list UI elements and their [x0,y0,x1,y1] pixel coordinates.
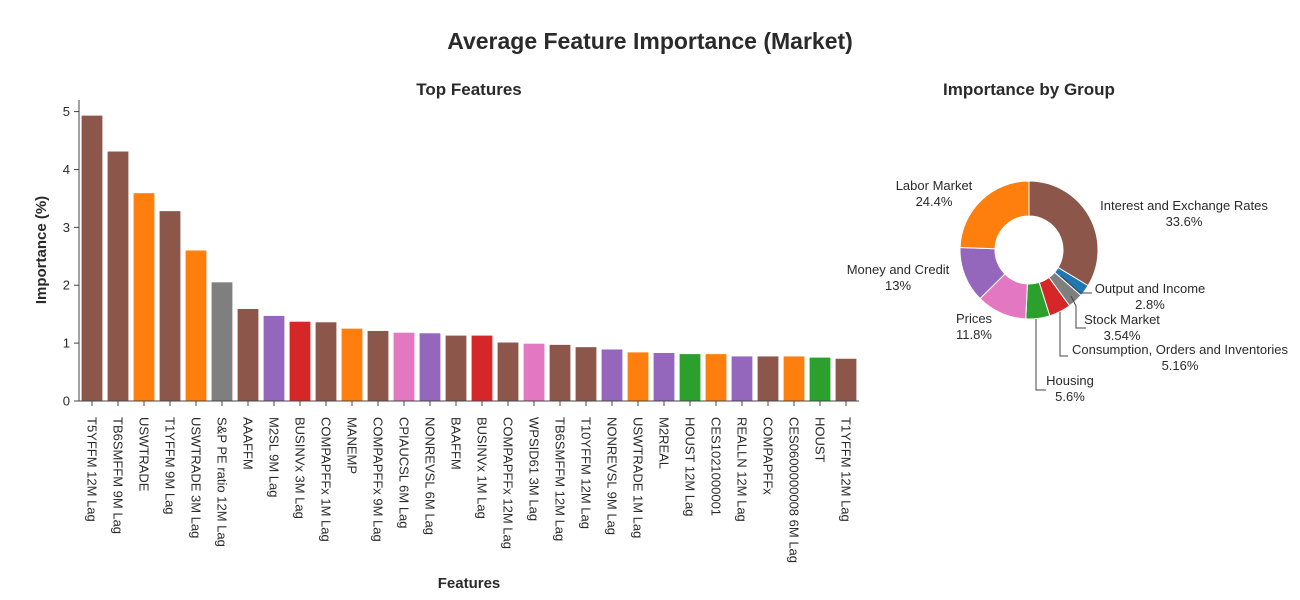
y-tick-label: 3 [63,220,70,235]
bar-compapffx-9m-lag[interactable] [367,330,389,401]
donut-leader-line [1035,319,1046,391]
donut-label-prices: Prices [956,311,993,326]
bar-tb6smffm-9m-lag[interactable] [107,151,129,401]
donut-chart-panel: Importance by Group Interest and Exchang… [847,80,1289,404]
x-tick-label: COMPAPFFx 1M Lag [319,417,334,542]
donut-slice-labor-market[interactable] [959,180,1030,250]
x-tick-label: NONREVSL 9M Lag [605,417,620,535]
x-tick-label: M2SL 9M Lag [267,417,282,497]
x-tick-label: WPSID61 3M Lag [527,417,542,521]
donut-percent-money-and-credit: 13% [885,278,911,293]
y-tick-label: 2 [63,278,70,293]
x-tick-label: NONREVSL 6M Lag [423,417,438,535]
bar-t5yffm-12m-lag[interactable] [81,115,103,401]
x-tick-label: CES1021000001 [709,417,724,516]
donut-percent-prices: 11.8% [956,327,992,342]
bar-m2sl-9m-lag[interactable] [263,315,285,401]
x-tick-label: TB6SMFFM 12M Lag [553,417,568,541]
bar-realln-12m-lag[interactable] [731,356,753,401]
bar-ces1021000001[interactable] [705,354,727,401]
donut-label-stock-market: Stock Market [1084,312,1160,327]
bar-cpiaucsl-6m-lag[interactable] [393,332,415,401]
donut-label-housing: Housing [1046,373,1094,388]
bar-nonrevsl-6m-lag[interactable] [419,333,441,401]
bar-uswtrade-3m-lag[interactable] [185,250,207,402]
y-tick-label: 1 [63,336,70,351]
donut-chart-title: Importance by Group [943,80,1115,99]
x-tick-label: HOUST 12M Lag [683,417,698,516]
donut-label-interest-and-exchange-rates: Interest and Exchange Rates [1100,198,1268,213]
donut-leader-line [1060,275,1092,294]
bar-t1yffm-12m-lag[interactable] [835,358,857,401]
bar-wpsid61-3m-lag[interactable] [523,343,545,401]
bar-businvx-3m-lag[interactable] [289,321,311,401]
donut-label-labor-market: Labor Market [896,178,973,193]
bar-chart-panel: Top Features Importance (%) Features 0 1 2… [33,80,859,592]
bar-businvx-1m-lag[interactable] [471,335,493,401]
bar-s-p-pe-ratio-12m-lag[interactable] [211,282,233,401]
donut-percent-output-and-income: 2.8% [1135,297,1165,312]
donut-leader-line [1059,312,1068,357]
x-tick-label: USWTRADE 3M Lag [189,417,204,538]
donut-percent-housing: 5.6% [1055,389,1085,404]
x-tick-label: T10YFFM 12M Lag [579,417,594,529]
donut-percent-stock-market: 3.54% [1104,328,1141,343]
bar-uswtrade[interactable] [133,193,155,401]
x-tick-label: CPIAUCSL 6M Lag [397,417,412,529]
bar-compapffx[interactable] [757,356,779,401]
bar-houst-12m-lag[interactable] [679,354,701,401]
x-tick-label: COMPAPFFx 9M Lag [371,417,386,542]
bar-chart-title: Top Features [416,80,521,99]
donut-slice-interest-and-exchange-rates[interactable] [1028,180,1099,287]
bar-m2real[interactable] [653,352,675,401]
bar-houst[interactable] [809,357,831,401]
y-tick-label: 4 [63,162,70,177]
donut-label-output-and-income: Output and Income [1095,281,1206,296]
donut-percent-labor-market: 24.4% [916,194,953,209]
x-tick-label: M2REAL [657,417,672,469]
chart-main-title: Average Feature Importance (Market) [447,28,853,54]
y-tick-label: 5 [63,104,70,119]
x-tick-label: TB6SMFFM 9M Lag [111,417,126,534]
x-tick-label: BUSINVx 1M Lag [475,417,490,519]
y-axis-title: Importance (%) [33,196,50,304]
x-tick-label: COMPAPFFx [761,417,776,495]
bar-compapffx-12m-lag[interactable] [497,342,519,401]
bar-compapffx-1m-lag[interactable] [315,322,337,401]
x-tick-label: T1YFFM 12M Lag [839,417,854,522]
bar-manemp[interactable] [341,328,363,401]
x-tick-label: HOUST [813,417,828,463]
x-tick-label: AAAFFM [241,417,256,470]
bar-uswtrade-1m-lag[interactable] [627,352,649,401]
x-axis-title: Features [438,575,501,592]
y-tick-label: 0 [63,394,70,409]
x-tick-label: S&P PE ratio 12M Lag [215,417,230,547]
x-tick-label: REALLN 12M Lag [735,417,750,522]
x-tick-label: USWTRADE [137,417,152,492]
x-tick-label: USWTRADE 1M Lag [631,417,646,538]
x-tick-label: T1YFFM 9M Lag [163,417,178,515]
x-tick-label: COMPAPFFx 12M Lag [501,417,516,549]
donut-percent-interest-and-exchange-rates: 33.6% [1166,214,1203,229]
donut-label-consumption-orders-and-inventories: Consumption, Orders and Inventories [1072,342,1289,357]
bar-ces0600000008-6m-lag[interactable] [783,356,805,401]
x-tick-label: BAAFFM [449,417,464,470]
bar-nonrevsl-9m-lag[interactable] [601,349,623,401]
bar-aaaffm[interactable] [237,308,259,401]
donut-leader-line [1070,295,1086,329]
donut-percent-consumption-orders-and-inventories: 5.16% [1162,358,1199,373]
x-tick-label: CES0600000008 6M Lag [787,417,802,563]
bar-t1yffm-9m-lag[interactable] [159,211,181,401]
bar-baaffm[interactable] [445,335,467,401]
x-tick-label: BUSINVx 3M Lag [293,417,308,519]
bar-t10yffm-12m-lag[interactable] [575,347,597,401]
x-tick-label: MANEMP [345,417,360,474]
bar-tb6smffm-12m-lag[interactable] [549,344,571,401]
x-tick-label: T5YFFM 12M Lag [85,417,100,522]
donut-label-money-and-credit: Money and Credit [847,262,950,277]
